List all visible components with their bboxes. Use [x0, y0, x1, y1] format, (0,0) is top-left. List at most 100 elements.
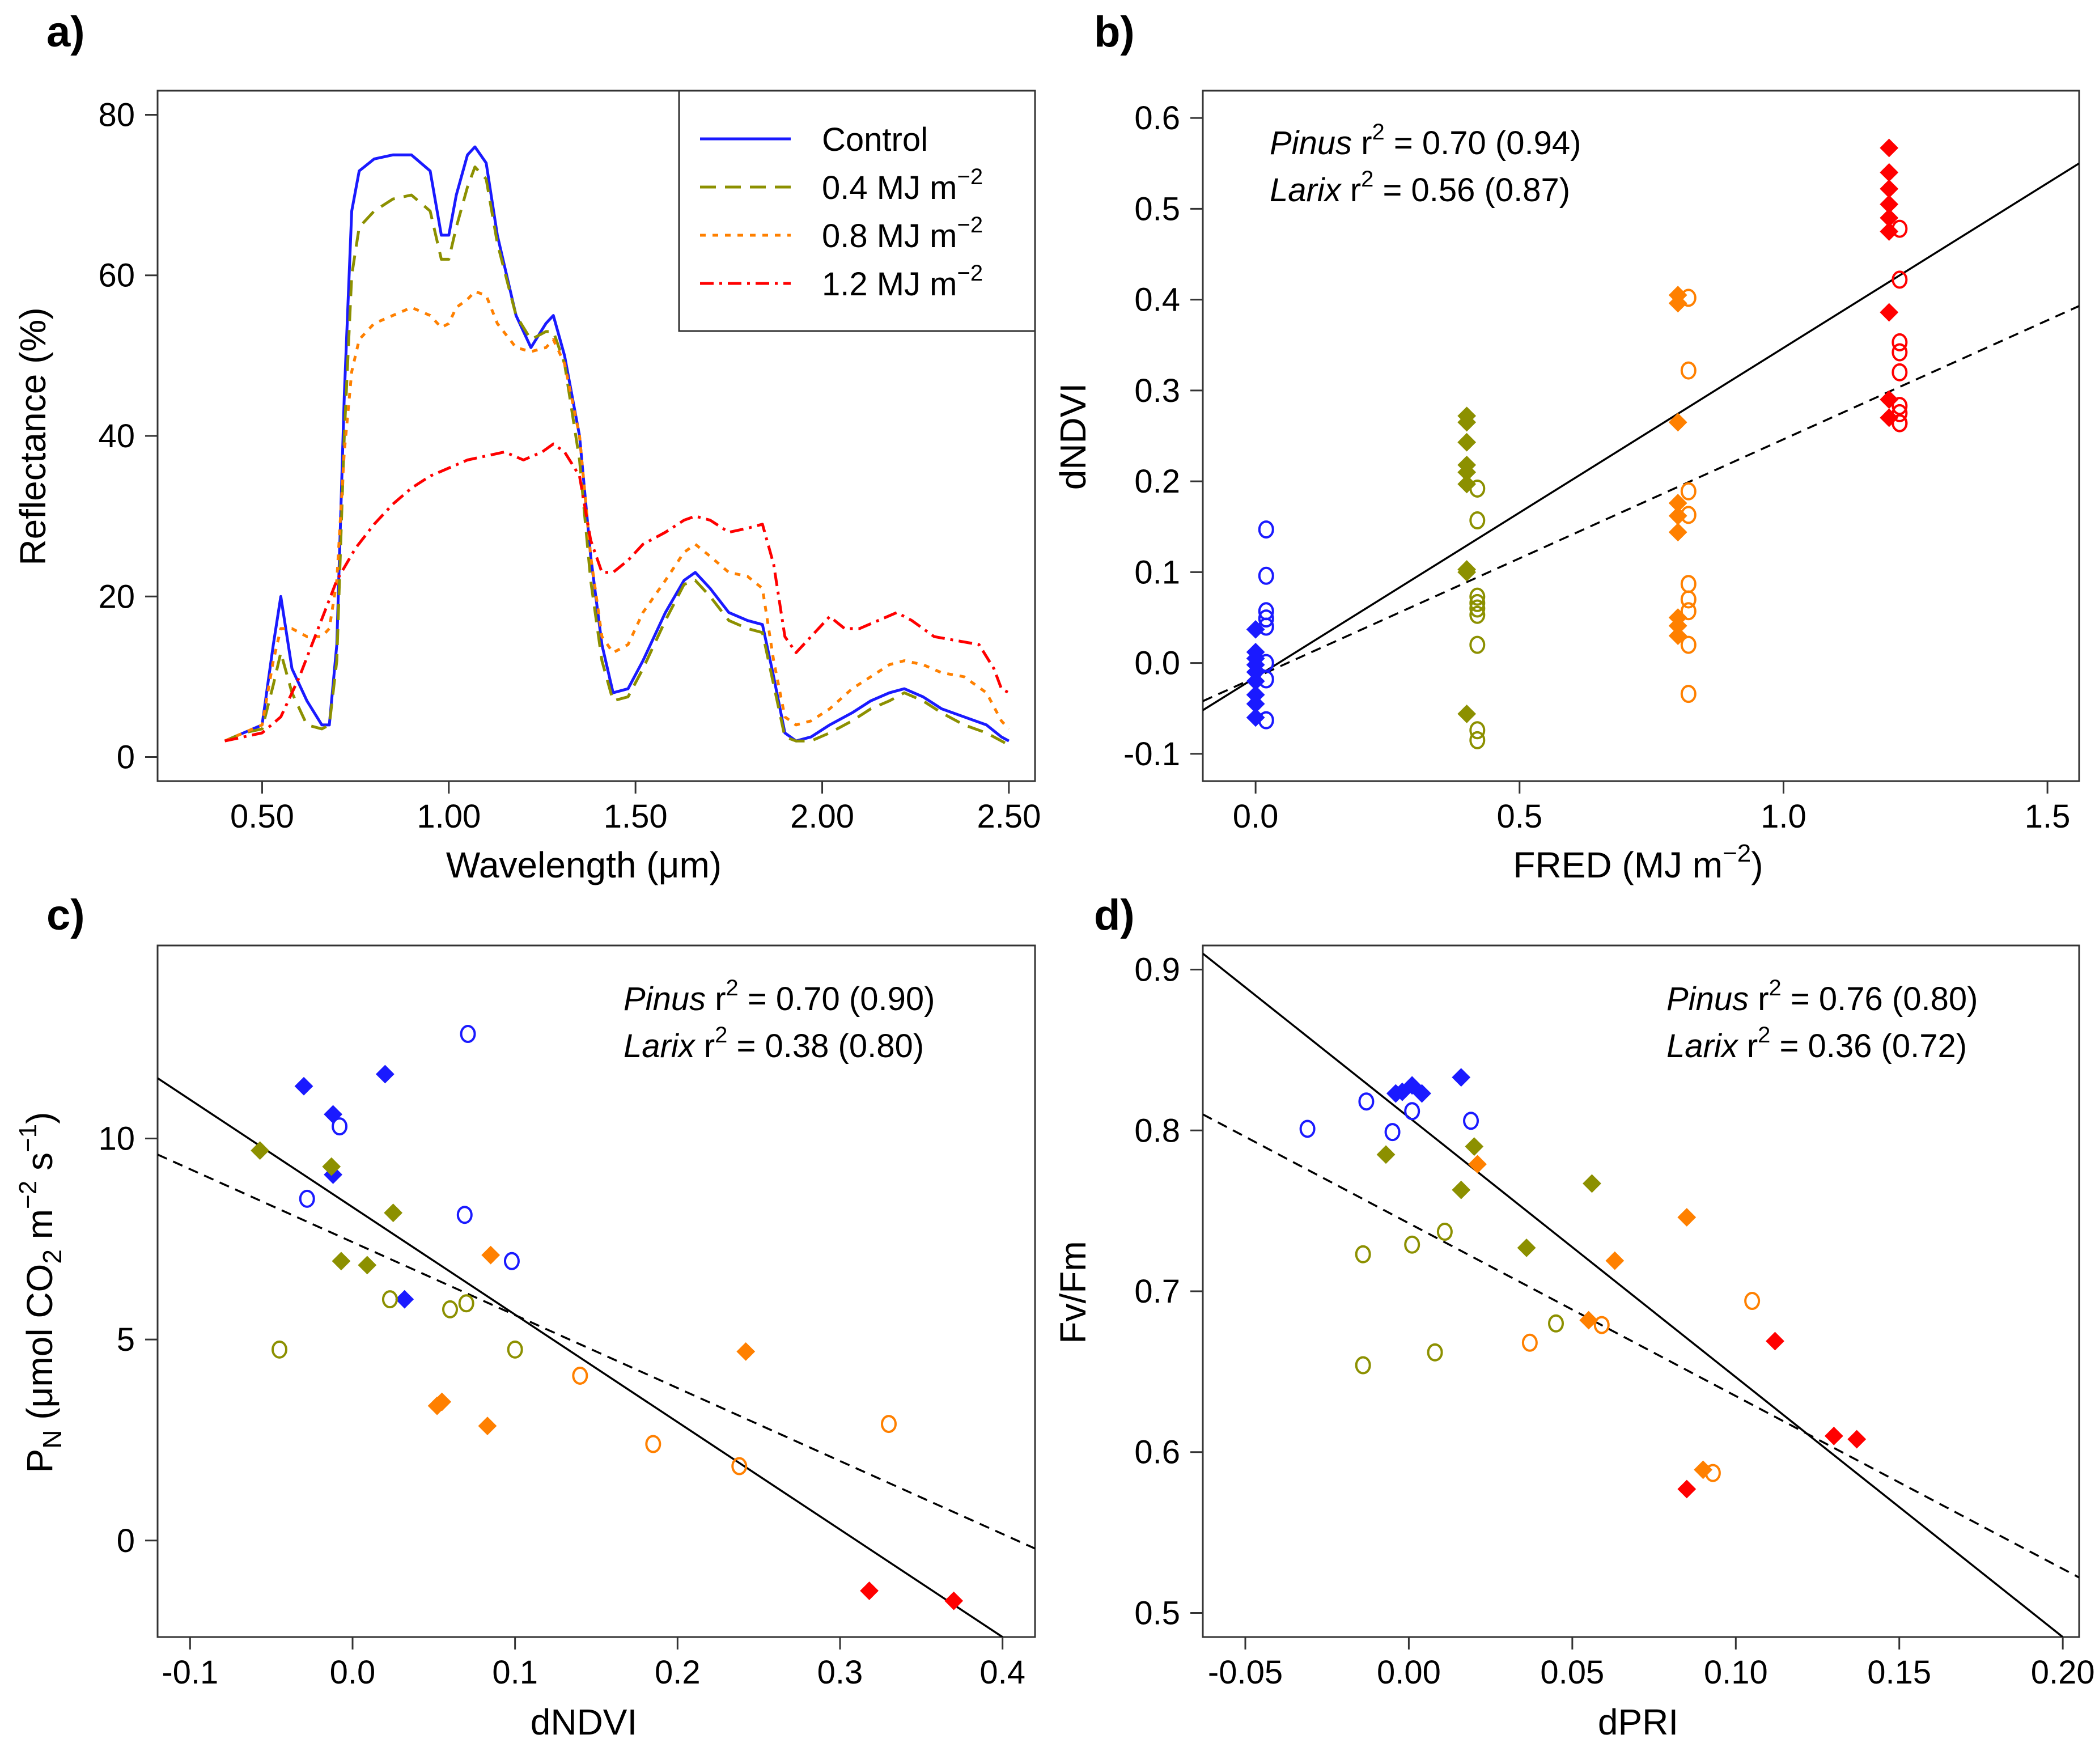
- x-tick-label: 0.0: [1233, 798, 1279, 835]
- pinus-point: [1452, 1180, 1471, 1199]
- larix-point: [1358, 1092, 1375, 1111]
- panel-d-y-axis: 0.5 0.6 0.7 0.8 0.9: [1134, 952, 1203, 1631]
- stats-pinus: Pinus r2 = 0.70 (0.90): [624, 976, 935, 1017]
- panel-d-fvfm-dpri: d) -0.05 0.00 0.05 0.10 0.15 0.20 0.50.60.70.…: [1053, 891, 2095, 1742]
- pinus-point: [294, 1076, 313, 1096]
- pinus-point: [1246, 708, 1265, 727]
- y-tick-label: 60: [98, 257, 135, 294]
- larix-point: [1404, 1102, 1420, 1121]
- y-tick-label: 10: [98, 1120, 135, 1157]
- larix-point: [1892, 219, 1908, 238]
- larix-point: [458, 1294, 474, 1313]
- panel-a-spectra: a) 0.50 1.00 1.50 2.00 2.50 0 20 40 60 80 Wavele…: [12, 8, 1041, 885]
- pinus-point: [478, 1417, 497, 1436]
- pinus-point: [1393, 1082, 1412, 1101]
- larix-point: [272, 1340, 287, 1359]
- legend-label-fred08: 0.8 MJ m−2: [822, 213, 983, 255]
- pinus-point: [1668, 523, 1687, 542]
- panel-a-label: a): [46, 8, 85, 56]
- x-tick-label: 2.50: [977, 798, 1041, 835]
- panel-d-y-label: Fv/Fm: [1053, 1241, 1093, 1343]
- y-tick-label: 0: [117, 739, 135, 776]
- fit-line-pinus: [1203, 952, 2064, 1637]
- pinus-point: [1457, 704, 1477, 723]
- stats-larix: Larix r2 = 0.56 (0.87): [1270, 167, 1570, 209]
- larix-point: [381, 1290, 398, 1309]
- panel-a-series: [224, 145, 1010, 747]
- panel-d-x-label: dPRI: [1598, 1702, 1678, 1742]
- x-tick-label: 0.15: [1867, 1654, 1931, 1691]
- legend-label-control: Control: [822, 121, 928, 158]
- pinus-point: [384, 1203, 403, 1223]
- panel-c-x-axis: -0.1 0.0 0.1 0.2 0.3 0.4: [162, 1637, 1025, 1691]
- y-tick-label: 0.2: [1134, 463, 1180, 500]
- larix-point: [1469, 605, 1486, 624]
- pinus-point: [332, 1252, 351, 1271]
- larix-point: [1680, 635, 1697, 654]
- larix-point: [1704, 1464, 1721, 1482]
- panel-b-label: b): [1094, 8, 1135, 56]
- larix-point: [1892, 404, 1908, 422]
- x-tick-label: 0.20: [2031, 1654, 2095, 1691]
- pinus-point: [1677, 1208, 1697, 1227]
- y-tick-label: 0.7: [1134, 1273, 1180, 1310]
- x-tick-label: 0.0: [330, 1654, 376, 1691]
- pinus-point: [375, 1065, 395, 1084]
- y-tick-label: 80: [98, 96, 135, 133]
- y-tick-label: -0.1: [1123, 736, 1180, 773]
- pinus-point: [481, 1245, 501, 1265]
- y-tick-label: 0.1: [1134, 554, 1180, 591]
- pinus-point: [1880, 222, 1899, 241]
- panel-c-stats: Pinus r2 = 0.70 (0.90) Larix r2 = 0.38 (…: [624, 976, 935, 1065]
- larix-point: [299, 1189, 315, 1208]
- spectrum-line: [224, 290, 1010, 743]
- pinus-point: [1579, 1311, 1598, 1330]
- pinus-point: [1457, 413, 1477, 432]
- panel-b-plot: [1203, 138, 2079, 749]
- x-tick-label: 0.5: [1496, 798, 1542, 835]
- panel-d-stats: Pinus r2 = 0.76 (0.80) Larix r2 = 0.36 (…: [1666, 976, 1978, 1065]
- pinus-point: [1880, 163, 1899, 182]
- x-tick-label: 0.1: [492, 1654, 538, 1691]
- larix-point: [731, 1457, 748, 1475]
- stats-pinus: Pinus r2 = 0.70 (0.94): [1270, 120, 1581, 162]
- larix-point: [1892, 397, 1908, 415]
- panel-c-label: c): [46, 891, 85, 939]
- pinus-point: [1880, 303, 1899, 322]
- x-tick-label: 1.5: [2025, 798, 2071, 835]
- pinus-point: [1668, 413, 1687, 432]
- larix-point: [503, 1252, 520, 1270]
- larix-point: [1258, 670, 1274, 689]
- larix-point: [1404, 1235, 1420, 1254]
- larix-point: [1469, 479, 1486, 498]
- larix-point: [1384, 1123, 1401, 1142]
- y-tick-label: 0.4: [1134, 282, 1180, 319]
- y-tick-label: 0.6: [1134, 1434, 1180, 1471]
- larix-point: [1469, 511, 1486, 530]
- larix-point: [1469, 635, 1486, 654]
- panel-b-x-axis: 0.0 0.5 1.0 1.5: [1233, 781, 2071, 835]
- panel-c-pn-dndvi: c) -0.1 0.0 0.1 0.2 0.3 0.4 0 5 10 dNDVI PN (μm…: [14, 891, 1036, 1742]
- larix-point: [1436, 1223, 1453, 1241]
- larix-point: [1463, 1112, 1479, 1130]
- larix-point: [1469, 587, 1486, 606]
- pinus-point: [1376, 1145, 1396, 1164]
- pinus-point: [944, 1591, 964, 1610]
- y-tick-label: 0.5: [1134, 1595, 1180, 1631]
- panel-b-frame: [1202, 90, 2080, 782]
- pinus-point: [1880, 138, 1899, 158]
- panel-c-y-label: PN (μmol CO2 m−2 s−1): [14, 1112, 67, 1473]
- larix-point: [1680, 602, 1697, 621]
- x-tick-label: 0.50: [230, 798, 294, 835]
- larix-point: [1427, 1343, 1443, 1362]
- panel-a-legend: Control 0.4 MJ m−2 0.8 MJ m−2 1.2 MJ m−2: [678, 90, 1036, 332]
- x-tick-label: 0.3: [817, 1654, 863, 1691]
- larix-point: [1892, 270, 1908, 289]
- y-tick-label: 0.5: [1134, 190, 1180, 227]
- pinus-point: [1457, 432, 1477, 452]
- pinus-point: [1694, 1460, 1713, 1479]
- larix-point: [1892, 333, 1908, 351]
- panel-b-y-axis: -0.1 0.0 0.1 0.2 0.3 0.4 0.5 0.6: [1123, 100, 1203, 773]
- larix-point: [1680, 575, 1697, 593]
